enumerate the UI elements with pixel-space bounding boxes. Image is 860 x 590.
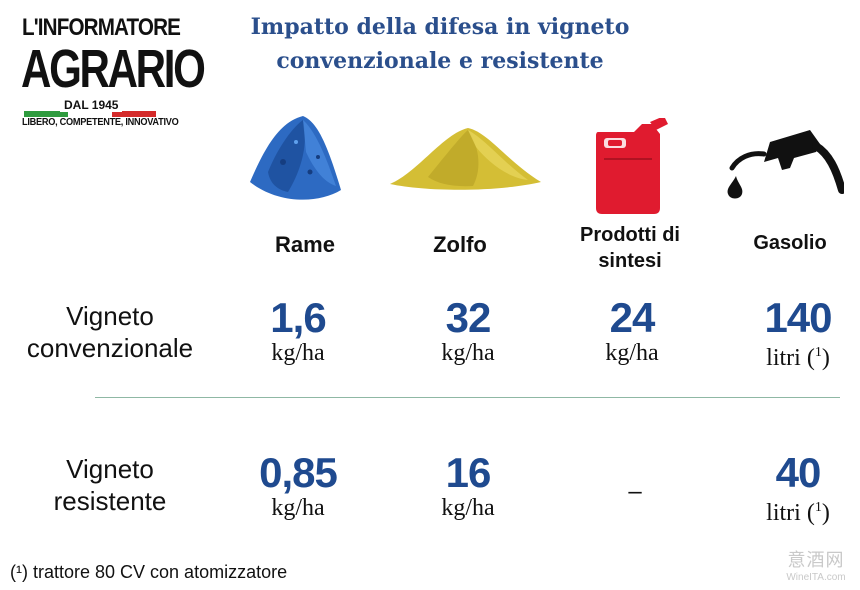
footnote-ref: 1 <box>814 500 822 515</box>
value-number: 24 <box>609 294 656 341</box>
empty-value-dash: – <box>628 478 642 505</box>
jerrycan-icon <box>596 118 668 214</box>
italian-flag-stripe <box>24 104 156 117</box>
value-number: 32 <box>445 294 492 341</box>
sulfur-pile-icon <box>390 128 541 190</box>
product-header-gasolio: Gasolio <box>753 232 827 254</box>
logo-line-1: L'INFORMATORE <box>22 14 181 41</box>
value-number: 140 <box>764 294 832 341</box>
logo-line-2: AGRARIO <box>21 39 206 99</box>
value-number: 40 <box>775 449 822 496</box>
product-header-zolfo: Zolfo <box>433 232 487 257</box>
value-unit: kg/ha <box>605 340 659 366</box>
unit-text: litri ( <box>766 345 815 371</box>
value-cell: 140 litri (1) <box>728 294 860 372</box>
value-number: 16 <box>445 449 492 496</box>
watermark: 意酒网 WineITA.com <box>778 546 854 583</box>
unit-text: litri ( <box>766 500 815 526</box>
value-unit: kg/ha <box>271 340 325 366</box>
value-cell: 1,6 kg/ha <box>228 294 368 367</box>
product-header-rame: Rame <box>275 232 335 257</box>
row-label-convenzionale: Vigneto convenzionale <box>26 301 194 363</box>
fuel-nozzle-icon <box>727 130 844 199</box>
logo-tagline: LIBERO, COMPETENTE, INNOVATIVO <box>22 117 179 128</box>
unit-close: ) <box>821 500 830 526</box>
value-cell: 24 kg/ha <box>562 294 702 367</box>
footnote: (¹) trattore 80 CV con atomizzatore <box>10 562 288 582</box>
row-divider <box>95 397 840 398</box>
footnote-ref: 1 <box>814 345 822 360</box>
logo-since: DAL 1945 <box>60 98 123 112</box>
value-unit: kg/ha <box>441 340 495 366</box>
product-header-sintesi: Prodotti di sintesi <box>580 224 680 272</box>
publisher-logo: L'INFORMATORE AGRARIO DAL 1945 LIBERO, C… <box>18 12 206 130</box>
watermark-cn: 意酒网 <box>787 550 845 570</box>
value-cell: 32 kg/ha <box>398 294 538 367</box>
value-unit: kg/ha <box>271 495 325 521</box>
value-cell: 40 litri (1) <box>728 449 860 527</box>
row-label-resistente: Vigneto resistente <box>53 454 167 516</box>
value-unit: litri (1) <box>728 340 860 371</box>
value-number: 1,6 <box>270 294 326 341</box>
copper-pile-icon <box>250 116 341 200</box>
value-cell: 16 kg/ha <box>398 449 538 522</box>
value-unit: kg/ha <box>441 495 495 521</box>
value-cell: 0,85 kg/ha <box>228 449 368 522</box>
page-title: Impatto della difesa in vigneto convenzi… <box>250 14 630 74</box>
unit-close: ) <box>821 345 830 371</box>
value-unit: litri (1) <box>728 495 860 526</box>
watermark-en: WineITA.com <box>786 572 846 583</box>
value-number: 0,85 <box>259 449 338 496</box>
